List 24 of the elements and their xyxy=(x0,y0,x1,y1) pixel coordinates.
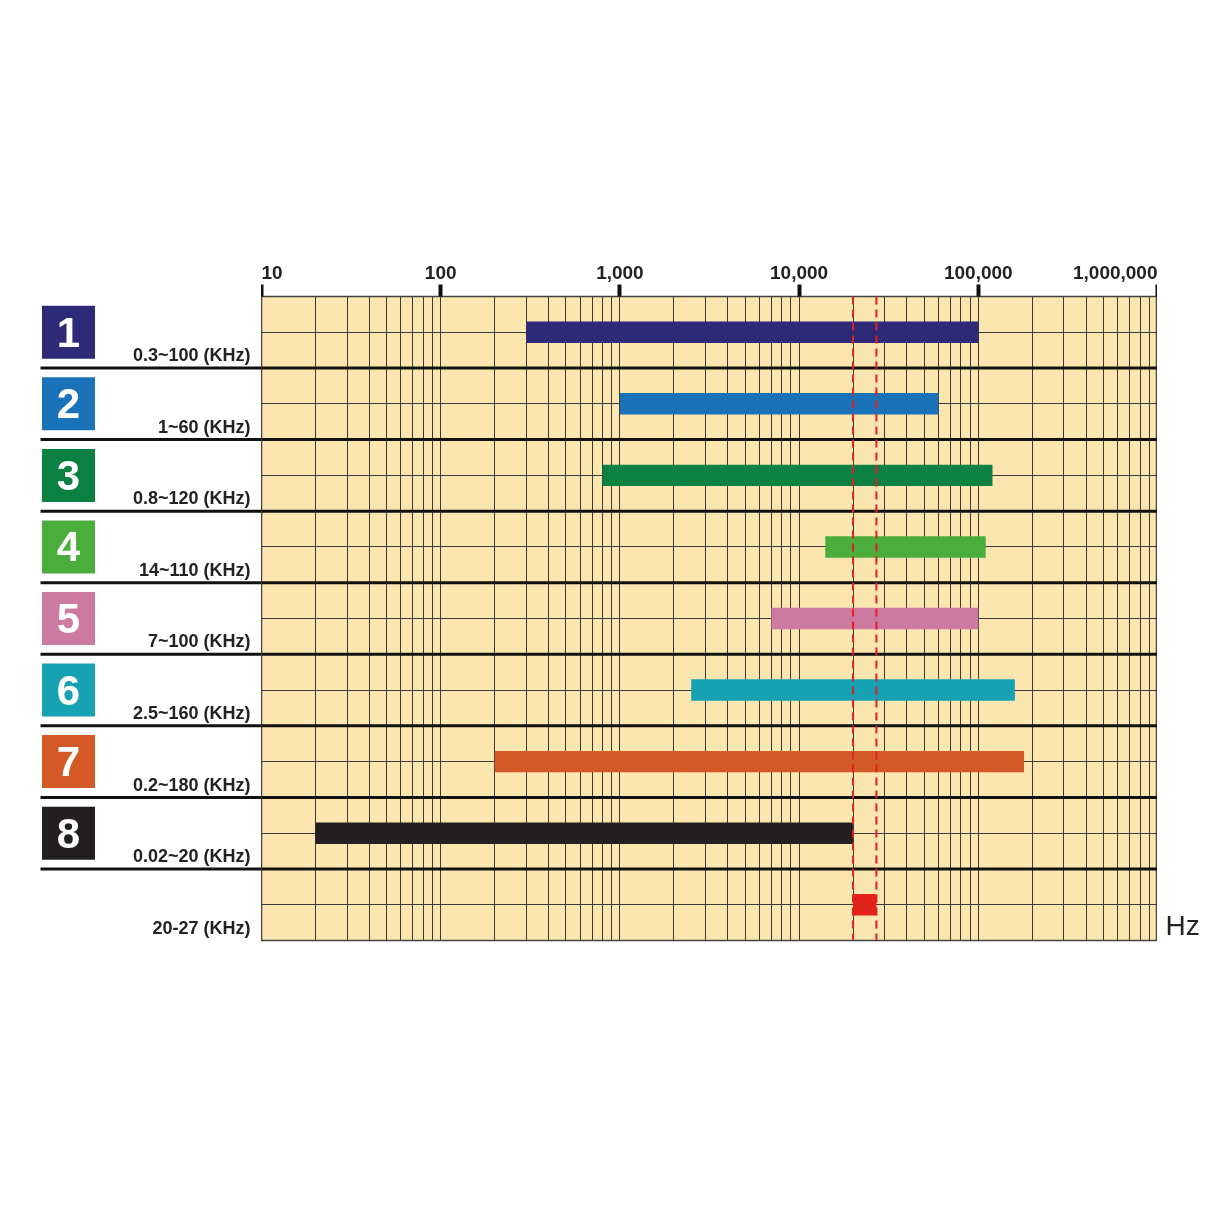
x-axis-title: Hz xyxy=(1165,909,1200,941)
text: 0.02~20 (KHz) xyxy=(132,846,251,867)
text: 20-27 (KHz) xyxy=(152,917,251,938)
y-tick-label: 7 xyxy=(56,738,81,786)
y-tick-label: 5 xyxy=(56,595,81,642)
text: 14~110 (KHz) xyxy=(138,559,251,580)
text: 0.2~180 (KHz) xyxy=(132,774,251,795)
text: 0.8~120 (KHz) xyxy=(132,488,251,509)
text: 7~100 (KHz) xyxy=(147,631,251,652)
x-tick-label: 100 xyxy=(424,261,457,283)
y-tick-label: 6 xyxy=(56,666,81,714)
x-tick-label: 1,000,000 xyxy=(1072,261,1158,283)
x-tick-label: 10 xyxy=(261,261,283,283)
text: 2.5~160 (KHz) xyxy=(132,702,251,723)
y-tick-label: 2 xyxy=(56,380,81,428)
y-tick-label: 3 xyxy=(56,451,81,499)
x-tick-label: 10,000 xyxy=(770,261,829,283)
y-tick-label: 1 xyxy=(56,308,81,356)
y-tick-label: 4 xyxy=(56,523,81,571)
text: 0.3~100 (KHz) xyxy=(132,345,251,366)
x-tick-label: 1,000 xyxy=(596,261,644,283)
text: 1~60 (KHz) xyxy=(157,416,251,437)
x-tick-label: 100,000 xyxy=(943,261,1013,283)
y-tick-label: 8 xyxy=(56,809,81,857)
